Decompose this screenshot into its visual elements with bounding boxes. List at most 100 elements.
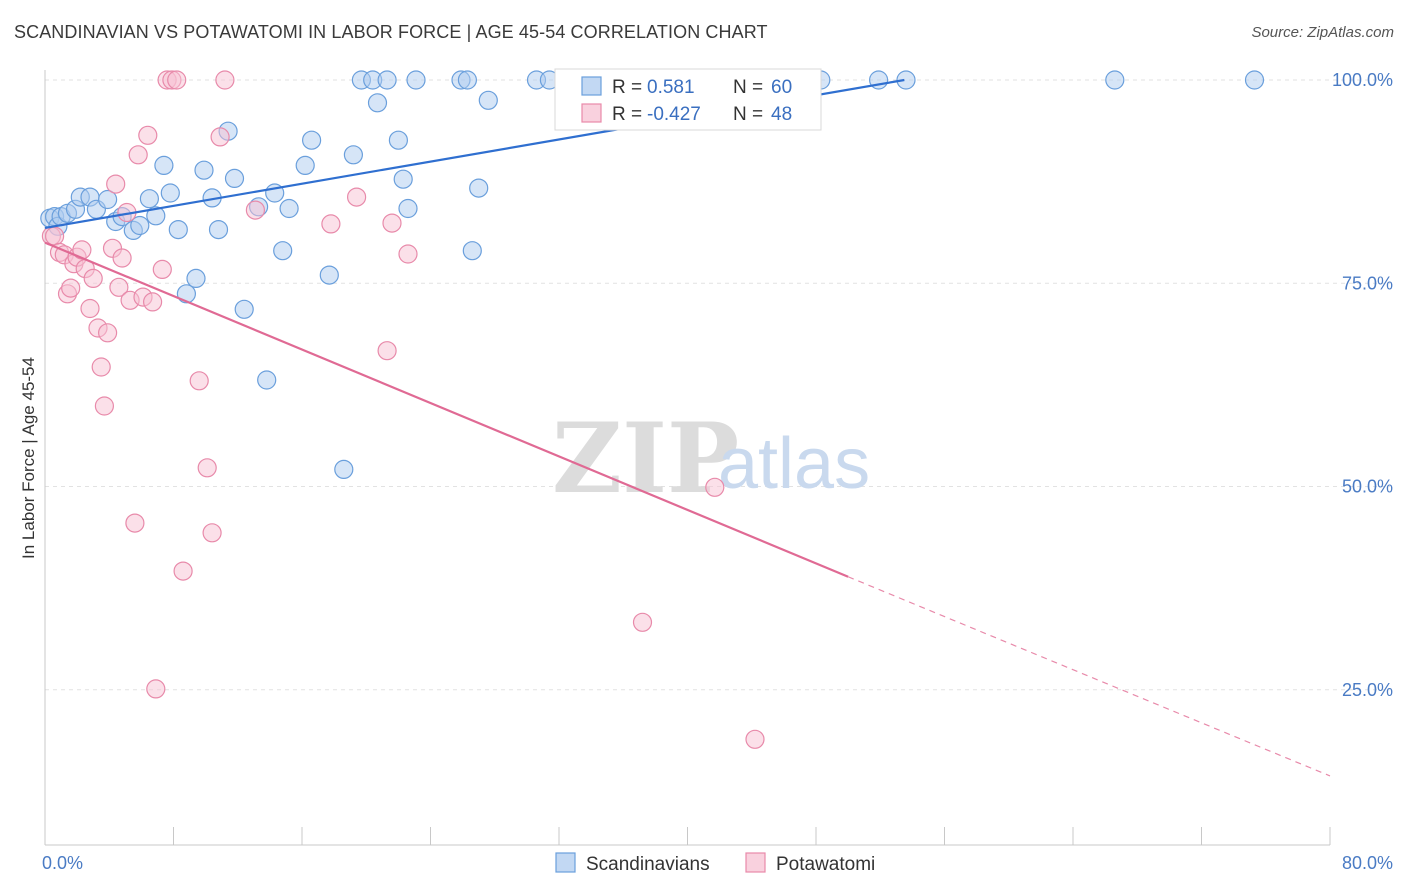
scandinavian-point-39 <box>367 93 388 113</box>
y-axis-label: In Labor Force | Age 45-54 <box>19 357 38 559</box>
potawatomi-point-41 <box>377 341 397 361</box>
scandinavian-point-26 <box>234 299 254 319</box>
y-tick-label: 25.0% <box>1342 680 1393 700</box>
scandinavian-point-34 <box>319 265 339 285</box>
bottom-legend-swatch <box>555 852 576 873</box>
x-tick-label-max: 80.0% <box>1342 853 1393 873</box>
scandinavian-point-19 <box>176 284 196 304</box>
scandinavian-point-32 <box>295 155 315 175</box>
potawatomi-trend-extension <box>847 576 1331 777</box>
chart-title: SCANDINAVIAN VS POTAWATOMI IN LABOR FORC… <box>14 22 768 42</box>
potawatomi-point-44 <box>632 612 653 632</box>
potawatomi-point-19 <box>112 248 132 268</box>
scandinavian-point-59 <box>1244 70 1265 90</box>
bottom-legend: Scandinavians Potawatomi <box>555 852 875 875</box>
legend-n-label: N = <box>733 77 763 98</box>
potawatomi-point-26 <box>143 292 163 312</box>
scandinavian-point-15 <box>146 206 166 226</box>
potawatomi-point-14 <box>94 396 115 416</box>
potawatomi-point-17 <box>106 174 126 194</box>
bottom-legend-label: Potawatomi <box>776 854 875 875</box>
scandinavian-point-57 <box>896 70 916 90</box>
watermark-zip: ZIP <box>552 402 739 515</box>
y-tick-labels: 25.0% 50.0% 75.0% 100.0% <box>1332 70 1393 700</box>
potawatomi-point-34 <box>197 458 217 478</box>
scandinavian-point-9 <box>97 189 118 210</box>
potawatomi-point-15 <box>97 323 118 343</box>
scandinavian-point-49 <box>478 90 498 110</box>
potawatomi-point-13 <box>91 357 111 377</box>
scandinavian-point-18 <box>168 220 188 240</box>
scandinavian-point-16 <box>154 155 174 175</box>
legend-swatch <box>581 103 602 123</box>
legend-r-label: R = <box>612 77 642 98</box>
potawatomi-point-47 <box>745 729 765 749</box>
potawatomi-point-33 <box>189 371 209 391</box>
y-tick-label: 50.0% <box>1342 477 1393 497</box>
legend-r-label: R = <box>612 104 642 125</box>
potawatomi-point-43 <box>398 244 418 264</box>
potawatomi-point-11 <box>83 268 103 288</box>
x-tick-labels: 0.0% 80.0% <box>42 853 1393 873</box>
watermark-atlas: atlas <box>718 424 870 504</box>
potawatomi-point-46 <box>705 477 725 497</box>
source-attribution: Source: ZipAtlas.com <box>1251 24 1394 41</box>
scandinavian-point-58 <box>1105 70 1125 90</box>
bottom-legend-label: Scandinavians <box>586 854 710 875</box>
scandinavian-point-31 <box>279 198 299 219</box>
potawatomi-point-31 <box>167 70 187 90</box>
scandinavian-point-43 <box>398 198 418 219</box>
potawatomi-point-42 <box>382 213 402 233</box>
scandinavian-point-30 <box>273 241 293 261</box>
bottom-legend-swatch <box>745 852 766 873</box>
potawatomi-point-5 <box>61 278 81 298</box>
scandinavian-point-20 <box>186 268 206 288</box>
potawatomi-point-10 <box>80 298 100 319</box>
scandinavian-point-36 <box>343 145 363 165</box>
potawatomi-point-32 <box>173 561 193 581</box>
scandinavian-point-13 <box>130 215 150 236</box>
scandinavian-point-41 <box>388 130 408 150</box>
scandinavian-point-21 <box>194 160 214 180</box>
potawatomi-point-40 <box>347 187 367 207</box>
potawatomi-point-27 <box>146 679 166 699</box>
scandinavian-point-40 <box>377 70 397 90</box>
potawatomi-trend-line <box>44 241 849 578</box>
potawatomi-point-38 <box>245 200 265 220</box>
scandinavian-point-44 <box>406 70 426 90</box>
potawatomi-point-23 <box>128 145 148 165</box>
scandinavian-point-23 <box>208 220 229 240</box>
x-tick-label-min: 0.0% <box>42 853 83 873</box>
scandinavian-point-35 <box>334 459 354 479</box>
scandinavian-point-46 <box>457 70 477 90</box>
scandinavian-point-28 <box>257 370 277 390</box>
potawatomi-point-36 <box>210 127 230 147</box>
scandinavian-point-17 <box>160 183 180 203</box>
scandinavian-point-25 <box>224 168 245 188</box>
potawatomi-point-28 <box>152 259 172 279</box>
potawatomi-point-22 <box>125 513 145 533</box>
scandinavian-point-33 <box>302 130 322 150</box>
potawatomi-point-37 <box>215 70 235 90</box>
scandinavian-point-48 <box>469 178 489 198</box>
axes <box>44 70 1331 846</box>
potawatomi-point-25 <box>138 125 158 145</box>
legend-n-label: N = <box>733 104 763 125</box>
potawatomi-point-1 <box>44 226 65 246</box>
potawatomi-point-18 <box>109 277 129 297</box>
grid-lines <box>45 79 1390 691</box>
scandinavian-point-47 <box>462 241 482 261</box>
legend-r-value: -0.427 <box>647 104 701 125</box>
watermark: ZIP atlas <box>552 402 870 515</box>
y-tick-label: 100.0% <box>1332 70 1393 90</box>
scandinavian-point-14 <box>139 189 159 209</box>
potawatomi-point-39 <box>321 214 341 234</box>
y-tick-label: 75.0% <box>1342 273 1393 293</box>
legend-swatch <box>581 76 602 96</box>
legend: R = 0.581 N = 60 R = -0.427 N = 48 <box>554 68 822 131</box>
legend-n-value: 48 <box>771 104 792 125</box>
potawatomi-point-35 <box>202 523 222 543</box>
legend-r-value: 0.581 <box>647 77 695 98</box>
legend-n-value: 60 <box>771 77 792 98</box>
